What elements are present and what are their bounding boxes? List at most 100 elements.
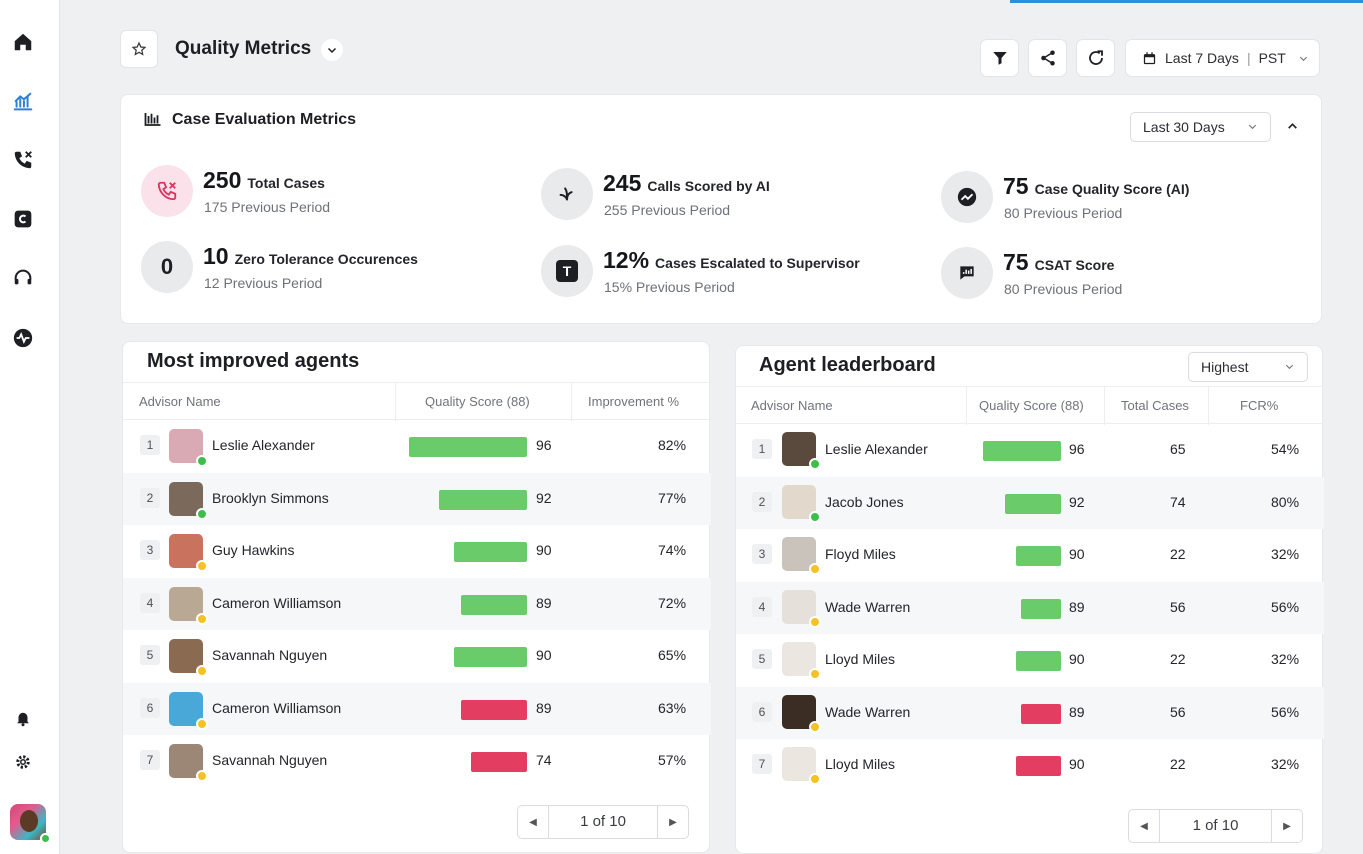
star-icon [131, 41, 147, 56]
table-row[interactable]: 4 Wade Warren 89 56 56% [736, 581, 1324, 634]
agent-name: Leslie Alexander [825, 441, 928, 457]
improved-table-header: Advisor Name Quality Score (88) Improvem… [123, 382, 711, 421]
next-page-button[interactable]: ▶ [1283, 820, 1291, 832]
score-bar [461, 699, 527, 720]
prev-page-button[interactable]: ◀ [529, 816, 537, 828]
score-bar [409, 437, 527, 457]
next-page-button[interactable]: ▶ [669, 816, 677, 828]
leaderboard-table-header: Advisor Name Quality Score (88) Total Ca… [736, 386, 1324, 425]
favorite-button[interactable] [120, 30, 158, 68]
table-row[interactable]: 6 Wade Warren 89 56 56% [736, 686, 1324, 739]
fcr-value: 32% [1271, 651, 1300, 667]
zero-badge-icon: 0 [141, 241, 193, 293]
score-value: 96 [1069, 441, 1085, 457]
table-row[interactable]: 3 Floyd Miles 90 22 32% [736, 529, 1324, 581]
total-cases-value: 74 [1170, 493, 1186, 510]
agent-name: Cameron Williamson [212, 699, 342, 716]
score-value: 92 [536, 489, 552, 506]
bell-icon[interactable] [11, 706, 35, 730]
page-indicator: 1 of 10 [1159, 810, 1272, 842]
improvement-value: 65% [658, 647, 687, 663]
gauge-icon [941, 171, 993, 223]
most-improved-card: Most improved agents Advisor Name Qualit… [122, 341, 711, 853]
table-row[interactable]: 2 Jacob Jones 92 74 80% [736, 476, 1324, 529]
col-quality-score: Quality Score (88) [425, 394, 530, 409]
score-value: 89 [536, 699, 552, 716]
score-bar [439, 489, 527, 510]
avatar[interactable] [10, 804, 46, 840]
status-dot [196, 612, 208, 625]
title-dropdown-button[interactable] [321, 39, 343, 61]
prev-page-button[interactable]: ◀ [1140, 820, 1148, 832]
rank-badge: 1 [752, 439, 772, 459]
improvement-value: 82% [658, 437, 687, 453]
calendar-icon [1143, 51, 1156, 64]
refresh-button[interactable] [1076, 39, 1115, 77]
t-badge-icon: T [541, 245, 593, 297]
score-value: 90 [1069, 756, 1085, 772]
score-value: 89 [1069, 703, 1085, 720]
table-row[interactable]: 1 Leslie Alexander 96 82% [123, 420, 711, 472]
rank-badge: 6 [140, 697, 160, 718]
table-row[interactable]: 6 Cameron Williamson 89 63% [123, 682, 711, 735]
headset-icon[interactable] [11, 266, 35, 290]
improvement-value: 72% [658, 594, 687, 611]
page-title: Quality Metrics [175, 38, 312, 59]
table-row[interactable]: 5 Lloyd Miles 90 22 32% [736, 634, 1324, 686]
improvement-value: 63% [658, 699, 687, 716]
share-button[interactable] [1028, 39, 1067, 77]
bar-chart-icon [941, 247, 993, 299]
improvement-value: 57% [658, 752, 687, 768]
table-row[interactable]: 3 Guy Hawkins 90 74% [123, 525, 711, 577]
agent-name: Floyd Miles [825, 546, 896, 562]
home-icon[interactable] [11, 30, 35, 54]
collapse-chevron-icon[interactable] [1286, 120, 1299, 133]
metric-total-cases: 250 Total Cases 175 Previous Period [141, 165, 501, 221]
table-row[interactable]: 5 Savannah Nguyen 90 65% [123, 630, 711, 682]
table-row[interactable]: 2 Brooklyn Simmons 92 77% [123, 472, 711, 525]
agent-name: Cameron Williamson [212, 594, 342, 611]
share-icon [1040, 50, 1055, 66]
score-bar [461, 594, 527, 615]
metric-label: Case Quality Score (AI) [1034, 181, 1190, 197]
sparkle-icon [541, 168, 593, 220]
total-cases-value: 22 [1170, 546, 1186, 562]
metric-escalated: T 12% Cases Escalated to Supervisor 15% P… [541, 245, 901, 301]
status-dot [809, 510, 821, 523]
date-range-button[interactable]: Last 7 Days | PST [1125, 39, 1320, 77]
metric-previous: 80 Previous Period [1004, 205, 1123, 221]
status-dot [196, 665, 208, 677]
table-row[interactable]: 1 Leslie Alexander 96 65 54% [736, 424, 1324, 476]
c-app-icon[interactable] [11, 207, 35, 231]
score-value: 96 [536, 437, 552, 453]
score-bar [1016, 756, 1061, 776]
leaderboard-card: Agent leaderboard Highest Advisor Name Q… [735, 345, 1324, 854]
status-dot [196, 507, 208, 520]
analytics-icon[interactable] [11, 90, 35, 114]
agent-name: Wade Warren [825, 703, 911, 720]
metric-label: Zero Tolerance Occurences [234, 251, 418, 267]
metrics-range-select[interactable]: Last 30 Days [1130, 112, 1271, 142]
score-value: 90 [1069, 546, 1085, 562]
leaderboard-sort-select[interactable]: Highest [1188, 352, 1308, 382]
gear-icon[interactable] [11, 750, 35, 774]
agent-name: Jacob Jones [825, 493, 904, 510]
leaderboard-title: Agent leaderboard [759, 354, 936, 376]
filter-button[interactable] [980, 39, 1019, 77]
score-bar [1021, 703, 1061, 724]
status-dot [196, 717, 208, 730]
metric-previous: 255 Previous Period [604, 202, 731, 218]
table-row[interactable]: 7 Savannah Nguyen 74 57% [123, 735, 711, 787]
timezone-label: PST [1258, 50, 1286, 66]
table-row[interactable]: 7 Lloyd Miles 90 22 32% [736, 739, 1324, 791]
phone-icon[interactable] [11, 148, 35, 172]
metric-value: 75 [1003, 249, 1029, 275]
status-dot [809, 773, 821, 785]
pulse-icon[interactable] [11, 326, 35, 350]
status-dot [809, 458, 821, 470]
agent-avatar [169, 534, 208, 572]
bar-chart-icon [144, 113, 161, 126]
metric-calls-scored: 245 Calls Scored by AI 255 Previous Perio… [541, 168, 901, 224]
table-row[interactable]: 4 Cameron Williamson 89 72% [123, 577, 711, 630]
agent-name: Lloyd Miles [825, 651, 896, 667]
